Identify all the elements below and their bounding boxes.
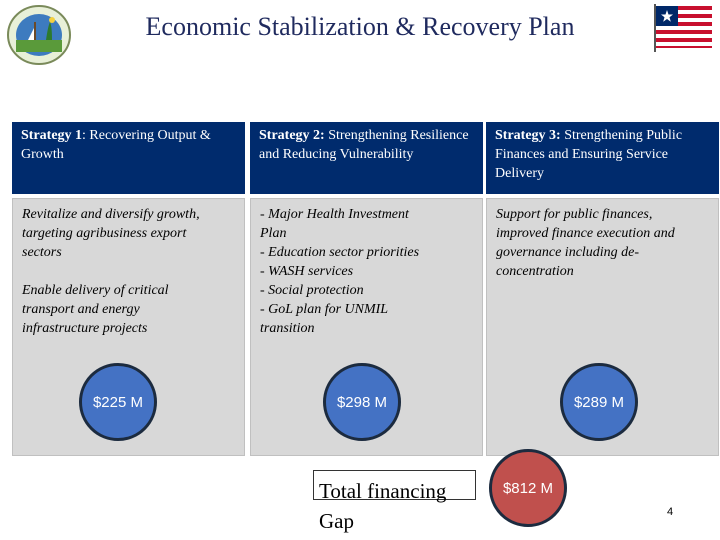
strategy-1-column: Strategy 1: Recovering Output & Growth R… [12, 122, 245, 456]
strategy-2-detail-1: - Major Health Investment Plan - Educati… [260, 207, 420, 336]
strategy-1-name: : Recovering Output & Growth [21, 128, 211, 162]
strategy-1-label: Strategy 1 [21, 128, 83, 143]
total-financing-box [313, 470, 476, 500]
strategy-1-detail-1: Revitalize and diversify growth, targeti… [22, 207, 200, 260]
strategy-3-label: Strategy 3: [495, 128, 561, 143]
page-number: 4 [667, 506, 674, 518]
strategy-1-panel: Revitalize and diversify growth, targeti… [12, 198, 245, 456]
strategy-2-name: Strengthening Resilience and Reducing Vu… [259, 128, 469, 162]
strategy-2-label: Strategy 2: [259, 128, 325, 143]
strategy-3-panel: Support for public finances, improved fi… [486, 198, 719, 456]
strategy-3-detail-1: Support for public finances, improved fi… [496, 207, 675, 279]
total-amount-bubble: $812 M [489, 449, 567, 527]
strategy-3-column: Strategy 3: Strengthening Public Finance… [486, 122, 719, 456]
total-financing-label: Total financing Gap [319, 479, 447, 533]
strategy-3-amount-bubble: $289 M [560, 363, 638, 441]
strategy-2-header: Strategy 2: Strengthening Resilience and… [250, 122, 483, 194]
strategy-2-column: Strategy 2: Strengthening Resilience and… [250, 122, 483, 456]
strategy-2-amount-bubble: $298 M [323, 363, 401, 441]
strategy-3-header: Strategy 3: Strengthening Public Finance… [486, 122, 719, 194]
page-title: Economic Stabilization & Recovery Plan [145, 12, 575, 41]
strategy-1-detail-2: Enable delivery of critical transport an… [22, 283, 169, 336]
liberian-flag-icon [654, 4, 712, 52]
strategy-3-name: Strengthening Public Finances and Ensuri… [495, 128, 683, 181]
strategy-1-amount-bubble: $225 M [79, 363, 157, 441]
national-seal-icon [7, 5, 71, 65]
strategy-2-panel: - Major Health Investment Plan - Educati… [250, 198, 483, 456]
strategy-1-header: Strategy 1: Recovering Output & Growth [12, 122, 245, 194]
